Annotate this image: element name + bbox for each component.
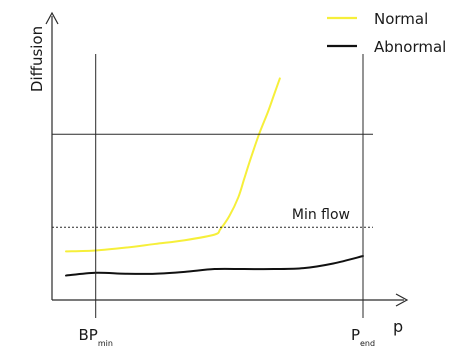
plot-layer (65, 77, 364, 277)
x-marker-label-2: Pend (351, 326, 375, 348)
x-marker-label-1: BPmin (78, 326, 112, 348)
x-axis-label: p (393, 317, 403, 336)
series-line-normal (65, 77, 281, 253)
y-axis-arrow (45, 11, 59, 25)
y-axis-label: Diffusion (28, 26, 46, 92)
x-axis-arrow (395, 293, 409, 307)
axes-layer: BPmin Pend Min flow (45, 11, 409, 348)
x-marker-label-sub: min (98, 339, 113, 348)
x-marker-label-main: P (351, 326, 360, 344)
series-line-abnormal (65, 255, 364, 277)
x-marker-label-sub: end (360, 339, 375, 348)
x-marker-label-main: BP (78, 326, 97, 344)
legend: Normal Abnormal (327, 10, 446, 56)
label-layer: Diffusion p (28, 26, 403, 336)
h-line-label-2: Min flow (292, 207, 350, 223)
legend-label-normal: Normal (374, 10, 428, 28)
legend-label-abnormal: Abnormal (374, 38, 446, 56)
